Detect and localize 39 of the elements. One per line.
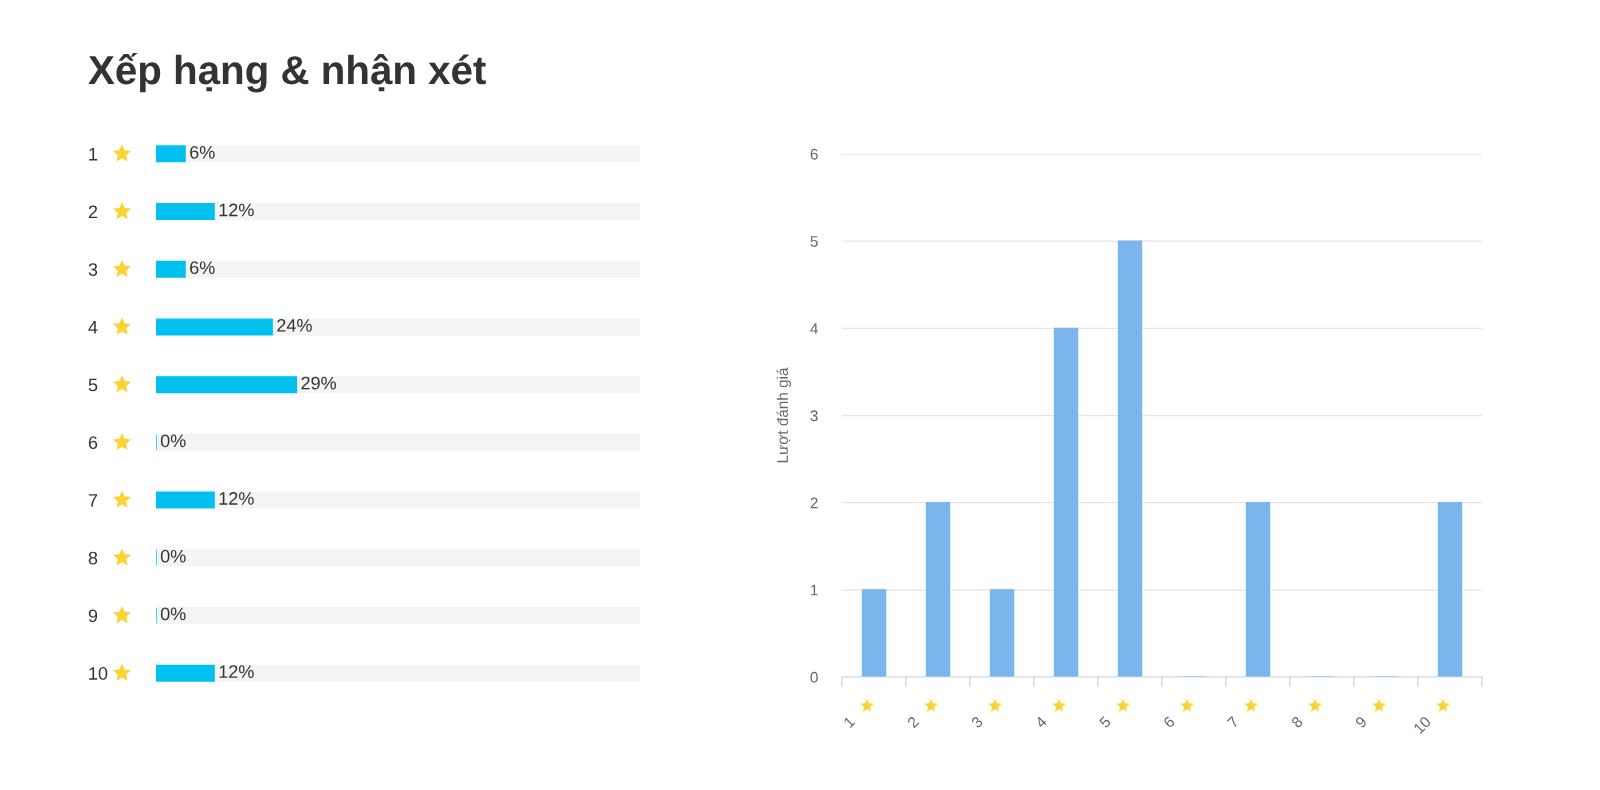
x-tick-label: 3 [970, 715, 984, 729]
chart-title: Xếp hạng & nhận xét [88, 53, 486, 93]
x-tick-label: 4 [1034, 715, 1048, 729]
y-axis-title: Lượt đánh giá [776, 367, 791, 463]
y-tick-label: 2 [810, 497, 818, 509]
y-tick-label: 3 [88, 263, 98, 276]
data-label: 12% [219, 665, 254, 678]
x-tick-label: 1 [843, 715, 856, 729]
y-tick-label: 0 [810, 671, 818, 683]
y-tick-label: 6 [88, 436, 98, 450]
y-tick-label: 10 [89, 667, 108, 680]
x-tick-label: 7 [1226, 715, 1240, 729]
data-label: 0% [160, 549, 186, 563]
y-tick-label: 6 [810, 148, 818, 160]
y-tick-label: 4 [810, 323, 818, 334]
y-tick-label: 1 [89, 147, 98, 161]
y-tick-label: 3 [810, 410, 818, 422]
data-label: 12% [219, 203, 254, 217]
data-label: 6% [190, 261, 215, 275]
y-tick-label: 4 [88, 321, 98, 334]
x-tick-label: 9 [1354, 715, 1368, 729]
y-tick-label: 9 [88, 609, 98, 623]
data-label: 24% [277, 319, 312, 332]
x-tick-label: 10 [1413, 715, 1432, 735]
data-label: 29% [301, 376, 337, 390]
data-label: 6% [190, 145, 215, 159]
x-tick-label: 5 [1098, 715, 1112, 729]
y-tick-label: 5 [810, 236, 818, 247]
data-label: 12% [219, 492, 254, 505]
x-tick-label: 8 [1290, 715, 1304, 729]
data-label: 0% [160, 607, 186, 621]
y-tick-label: 5 [88, 378, 98, 392]
x-tick-label: 2 [906, 715, 920, 729]
y-tick-label: 8 [88, 551, 98, 565]
data-label: 0% [160, 434, 186, 448]
y-tick-label: 7 [88, 494, 98, 507]
y-tick-label: 1 [811, 584, 818, 596]
y-tick-label: 2 [88, 205, 98, 219]
x-tick-label: 6 [1162, 715, 1176, 729]
